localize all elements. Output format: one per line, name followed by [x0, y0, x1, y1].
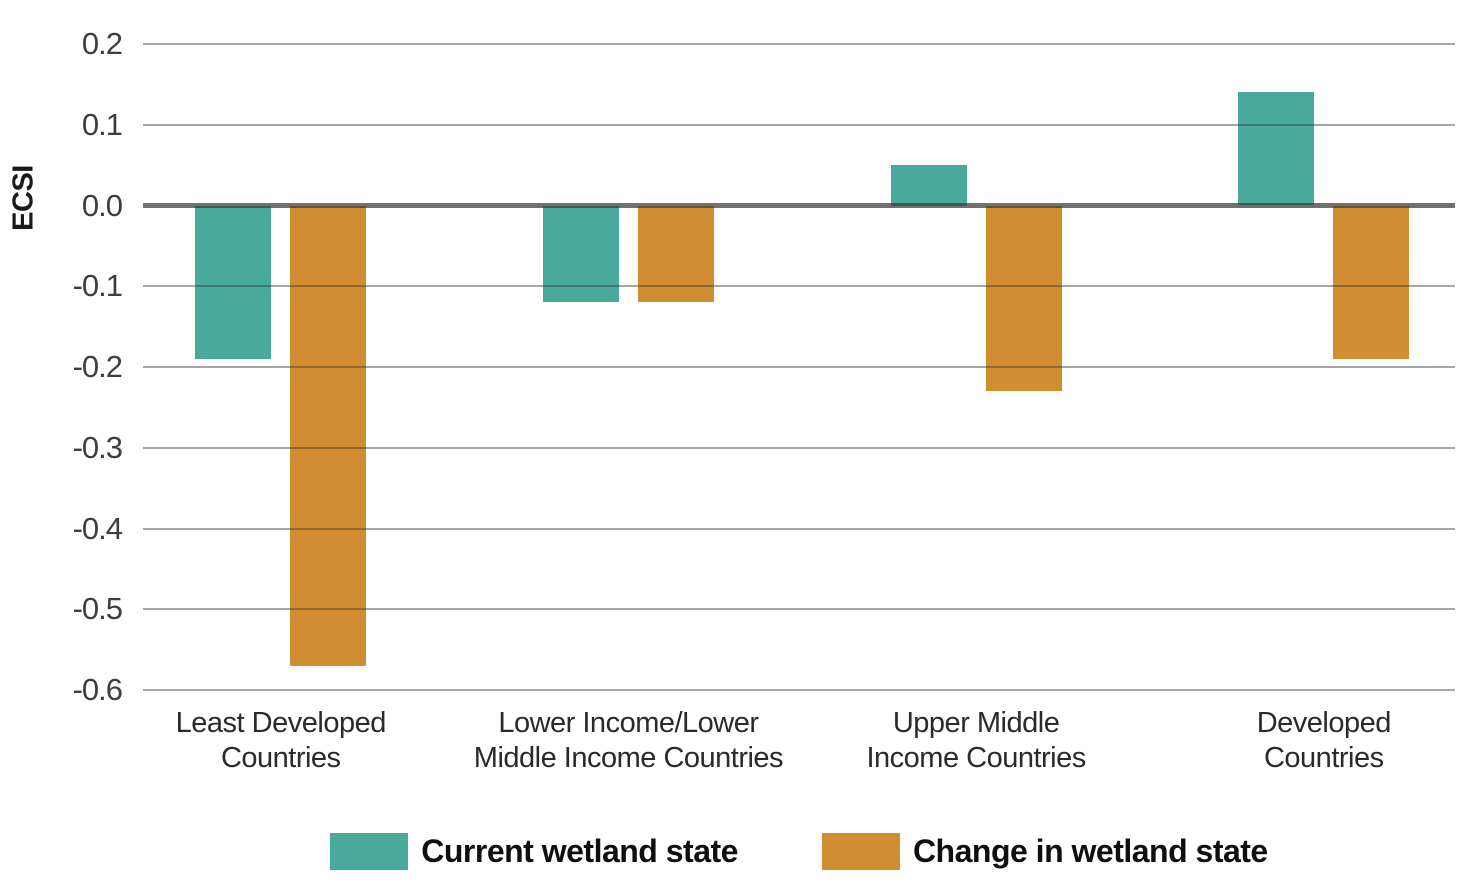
y-axis-tick-labels: 0.2 0.1 0.0 -0.1 -0.2 -0.3 -0.4 -0.5 -0.6: [0, 27, 123, 707]
category-label-lower-income-lower-middle-income-countries: Lower Income/Lower Middle Income Countrie…: [473, 706, 784, 776]
gridline: [143, 527, 1455, 530]
legend-label: Current wetland state: [421, 832, 738, 869]
bar-current-wetland-state-group1: [195, 205, 272, 359]
legend-item-current-wetland-state: Current wetland state: [330, 832, 738, 870]
bar-change-in-wetland-state-group2: [637, 205, 714, 303]
category-label-line: Countries: [220, 742, 341, 774]
y-tick-label: -0.5: [72, 591, 123, 627]
y-tick-label: -0.3: [72, 429, 123, 465]
category-label-line: Lower Income/Lower: [498, 707, 759, 739]
legend-swatch-current-wetland-state: [330, 832, 409, 870]
gridline: [143, 608, 1455, 611]
bar-current-wetland-state-group2: [542, 205, 619, 303]
gridline: [143, 446, 1455, 449]
y-tick-label: -0.1: [72, 268, 123, 304]
category-label-line: Income Countries: [866, 742, 1086, 774]
legend: Current wetland state Change in wetland s…: [143, 829, 1455, 873]
category-label-line: Upper Middle: [892, 707, 1060, 739]
y-tick-label: 0.0: [81, 187, 123, 223]
bar-current-wetland-state-group4: [1238, 92, 1315, 206]
bar-change-in-wetland-state-group4: [1333, 205, 1410, 359]
bar-current-wetland-state-group3: [890, 165, 967, 206]
category-label-upper-middle-income-countries: Upper Middle Income Countries: [866, 706, 1086, 776]
category-label-line: Least Developed: [175, 707, 387, 739]
category-label-line: Countries: [1263, 742, 1384, 774]
gridline: [143, 285, 1455, 288]
gridline: [143, 123, 1455, 126]
y-tick-label: 0.1: [81, 106, 123, 142]
gridline: [143, 689, 1455, 691]
bar-change-in-wetland-state-group1: [290, 205, 367, 666]
category-label-least-developed-countries: Least Developed Countries: [175, 706, 387, 776]
category-label-line: Developed: [1256, 707, 1392, 739]
legend-label: Change in wetland state: [912, 832, 1268, 869]
legend-swatch-change-in-wetland-state: [821, 832, 900, 870]
category-label-developed-countries: Developed Countries: [1256, 706, 1392, 776]
zero-baseline: [143, 203, 1455, 208]
category-label-line: Middle Income Countries: [473, 742, 784, 774]
plot-area: [143, 43, 1455, 691]
y-tick-label: -0.4: [72, 510, 123, 546]
legend-item-change-in-wetland-state: Change in wetland state: [821, 832, 1268, 870]
y-tick-label: 0.2: [81, 26, 123, 61]
bar-change-in-wetland-state-group3: [985, 205, 1062, 392]
y-tick-label: -0.2: [72, 349, 123, 384]
x-axis-category-labels: Least Developed Countries Lower Income/Low…: [143, 706, 1455, 786]
gridline: [143, 43, 1455, 45]
gridline: [143, 366, 1455, 368]
y-tick-label: -0.6: [72, 672, 123, 707]
